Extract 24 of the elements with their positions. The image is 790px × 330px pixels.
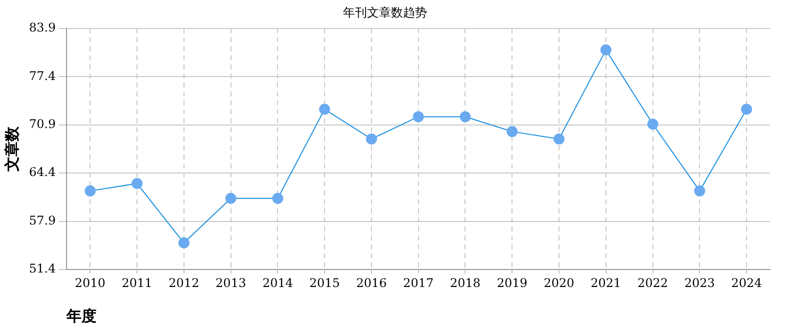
y-tick-label: 64.4 [29, 165, 56, 180]
x-tick-label: 2013 [216, 276, 246, 290]
x-tick-label: 2022 [638, 276, 668, 290]
x-tick-label: 2021 [590, 276, 622, 290]
y-tick-label: 51.4 [29, 262, 56, 276]
y-tick-label: 57.9 [29, 213, 56, 228]
y-axis-title: 文章数 [2, 126, 21, 172]
x-tick-label: 2017 [403, 276, 434, 290]
x-tick-label: 2010 [74, 276, 106, 290]
x-tick-label: 2018 [450, 276, 481, 290]
chart-title: 年刊文章数趋势 [343, 5, 427, 20]
x-tick-label: 2020 [544, 276, 574, 290]
x-tick-label: 2014 [262, 276, 294, 290]
x-tick-label: 2016 [356, 276, 387, 290]
x-axis-title: 年度 [66, 306, 97, 325]
x-tick-label: 2019 [496, 276, 528, 290]
x-tick-label: 2011 [122, 276, 152, 290]
x-tick-label: 2015 [309, 276, 340, 290]
y-tick-label: 77.4 [29, 68, 56, 83]
x-tick-label: 2023 [684, 276, 715, 290]
x-tick-label: 2012 [168, 276, 200, 290]
y-tick-label: 70.9 [29, 117, 56, 132]
y-tick-label: 83.9 [29, 20, 56, 35]
x-tick-label: 2024 [731, 276, 762, 290]
